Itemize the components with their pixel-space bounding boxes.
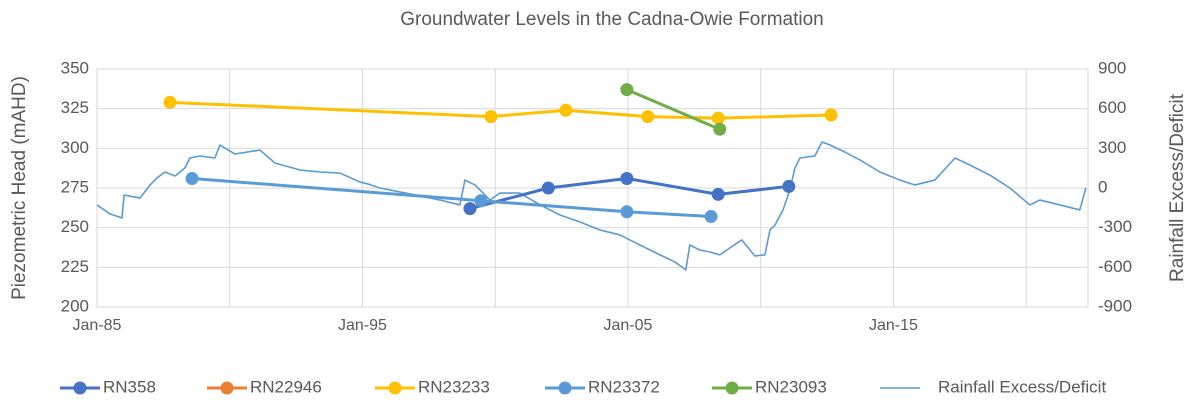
series-marker — [474, 194, 488, 208]
x-tick-label: Jan-85 — [73, 317, 122, 334]
y-tick-label: 350 — [61, 58, 89, 77]
series-marker — [711, 187, 725, 201]
y2-tick-label: -900 — [1098, 296, 1132, 315]
x-tick-label: Jan-95 — [338, 317, 387, 334]
y2-tick-label: 600 — [1098, 98, 1126, 117]
y2-tick-label: -300 — [1098, 217, 1132, 236]
series-line — [191, 176, 712, 219]
legend-label: RN23093 — [755, 377, 827, 396]
y2-tick-label: -600 — [1098, 257, 1132, 276]
y2-axis-label: Rainfall Excess/Deficit — [1167, 93, 1188, 282]
series-marker — [641, 110, 655, 124]
series-marker — [463, 202, 477, 216]
legend-label: RN22946 — [250, 377, 322, 396]
legend-label: RN23233 — [418, 377, 490, 396]
series-marker — [782, 179, 796, 193]
y-axis-label: Piezometric Head (mAHD) — [9, 76, 30, 300]
y2-tick-label: 900 — [1098, 58, 1126, 77]
series-marker — [541, 181, 555, 195]
y-tick-label: 325 — [61, 98, 89, 117]
legend-marker — [558, 381, 572, 395]
series-marker — [185, 171, 199, 185]
y-tick-label: 225 — [61, 257, 89, 276]
series-line — [626, 88, 721, 131]
series-marker — [620, 205, 634, 219]
series-line — [169, 100, 832, 120]
legend-label: RN23372 — [588, 377, 660, 396]
series-marker — [484, 110, 498, 124]
y-tick-label: 200 — [61, 296, 89, 315]
y2-tick-label: 300 — [1098, 138, 1126, 157]
y-tick-label: 300 — [61, 138, 89, 157]
series-marker — [711, 111, 725, 125]
plot-frame — [96, 68, 1089, 308]
series-marker — [824, 108, 838, 122]
legend-label: RN358 — [103, 377, 156, 396]
legend-marker — [725, 381, 739, 395]
x-tick-label: Jan-15 — [869, 317, 918, 334]
legend-label: Rainfall Excess/Deficit — [938, 377, 1106, 396]
legend-marker — [220, 381, 234, 395]
y2-tick-label: 0 — [1098, 177, 1107, 196]
series-marker — [620, 171, 634, 185]
legend-marker — [73, 381, 87, 395]
series-marker — [620, 83, 634, 97]
y-tick-label: 250 — [61, 217, 89, 236]
chart-title: Groundwater Levels in the Cadna-Owie For… — [400, 9, 823, 30]
series-marker — [559, 103, 573, 117]
y-tick-label: 275 — [61, 177, 89, 196]
x-tick-label: Jan-05 — [603, 317, 652, 334]
series-marker — [704, 210, 718, 224]
series-marker — [713, 122, 727, 136]
series-marker — [163, 95, 177, 109]
legend-marker — [388, 381, 402, 395]
rainfall-line — [96, 141, 1087, 271]
